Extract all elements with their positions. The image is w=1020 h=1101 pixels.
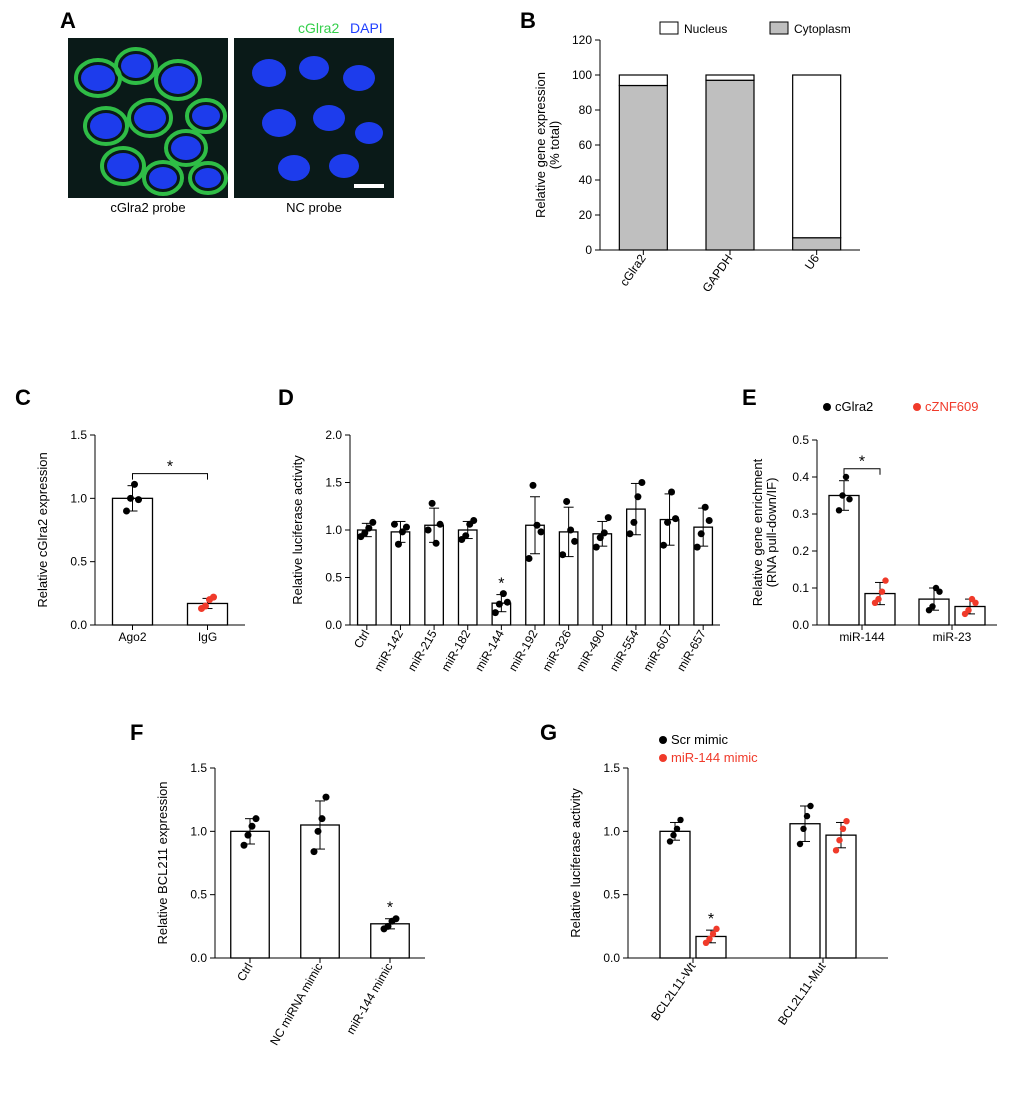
svg-text:0.0: 0.0 <box>603 951 620 965</box>
panel-c-chart: 0.0 0.5 1.0 1.5 Relative cGlra2 expression Ag… <box>25 395 275 695</box>
svg-text:*: * <box>708 911 714 928</box>
panel-e-chart: 0.00.10.20.30.40.5Relative gene enrichme… <box>752 395 1017 695</box>
svg-text:Relative gene expression: Relative gene expression <box>533 72 548 218</box>
svg-text:60: 60 <box>579 138 593 152</box>
svg-text:Relative BCL211 expression: Relative BCL211 expression <box>155 781 170 944</box>
svg-text:miR-326: miR-326 <box>539 627 574 674</box>
svg-text:120: 120 <box>572 33 592 47</box>
svg-text:*: * <box>859 454 865 471</box>
svg-text:Ago2: Ago2 <box>118 630 146 644</box>
figure-root: A B C D E F G cGlra2 DAPI <box>0 0 1020 1101</box>
svg-text:miR-142: miR-142 <box>371 627 406 674</box>
overlay-label-cglra2: cGlra2 <box>298 20 339 36</box>
svg-text:miR-144 mimic: miR-144 mimic <box>343 961 395 1037</box>
svg-text:1.5: 1.5 <box>70 428 87 442</box>
svg-text:cGlra2: cGlra2 <box>617 251 649 288</box>
svg-text:(RNA pull-down/IF): (RNA pull-down/IF) <box>764 478 779 588</box>
svg-text:BCL2L11-Wt: BCL2L11-Wt <box>648 959 699 1023</box>
svg-text:*: * <box>387 900 393 917</box>
svg-text:Relative luciferase activity: Relative luciferase activity <box>290 455 305 605</box>
svg-text:BCL2L11-Mut: BCL2L11-Mut <box>775 959 829 1027</box>
svg-text:NC miRNA mimic: NC miRNA mimic <box>267 961 325 1048</box>
svg-text:1.0: 1.0 <box>603 824 620 838</box>
svg-text:Nucleus: Nucleus <box>684 22 727 36</box>
svg-text:0.5: 0.5 <box>603 888 620 902</box>
svg-text:0.3: 0.3 <box>792 507 809 521</box>
panel-f-chart: 0.0 0.5 1.0 1.5 Relative BCL211 expression Ct… <box>140 728 470 1098</box>
microscopy-nc-probe <box>234 38 394 198</box>
svg-text:Ctrl: Ctrl <box>234 961 255 984</box>
svg-text:miR-215: miR-215 <box>405 627 440 674</box>
svg-text:0.5: 0.5 <box>70 555 87 569</box>
svg-text:miR-607: miR-607 <box>640 627 675 674</box>
panel-d-chart: 0.0 0.5 1.0 1.5 2.0 Relative luciferase activ… <box>290 395 740 725</box>
svg-text:0: 0 <box>585 243 592 257</box>
svg-text:0.0: 0.0 <box>70 618 87 632</box>
svg-text:1.0: 1.0 <box>70 491 87 505</box>
svg-text:1.5: 1.5 <box>325 476 342 490</box>
svg-text:cGlra2: cGlra2 <box>835 399 873 414</box>
svg-text:1.5: 1.5 <box>603 761 620 775</box>
svg-text:miR-144 mimic: miR-144 mimic <box>671 750 758 765</box>
svg-text:1.0: 1.0 <box>190 824 207 838</box>
svg-text:0.5: 0.5 <box>190 888 207 902</box>
svg-text:miR-182: miR-182 <box>439 627 474 674</box>
svg-text:(% total): (% total) <box>547 121 562 169</box>
svg-text:2.0: 2.0 <box>325 428 342 442</box>
svg-text:0.2: 0.2 <box>792 544 809 558</box>
svg-text:cZNF609: cZNF609 <box>925 399 978 414</box>
svg-text:0.0: 0.0 <box>190 951 207 965</box>
svg-text:20: 20 <box>579 208 593 222</box>
svg-text:1.0: 1.0 <box>325 523 342 537</box>
svg-text:miR-192: miR-192 <box>506 627 541 674</box>
svg-text:100: 100 <box>572 68 592 82</box>
svg-text:*: * <box>167 459 173 476</box>
svg-text:0.5: 0.5 <box>792 433 809 447</box>
svg-text:miR-490: miR-490 <box>573 627 608 674</box>
svg-text:1.5: 1.5 <box>190 761 207 775</box>
svg-text:0.0: 0.0 <box>325 618 342 632</box>
caption-cglra2-probe: cGlra2 probe <box>68 200 228 215</box>
svg-text:GAPDH: GAPDH <box>700 252 736 295</box>
caption-nc-probe: NC probe <box>234 200 394 215</box>
svg-text:*: * <box>498 576 504 593</box>
svg-text:Relative cGlra2 expression: Relative cGlra2 expression <box>35 452 50 607</box>
svg-text:Cytoplasm: Cytoplasm <box>794 22 851 36</box>
svg-text:0.0: 0.0 <box>792 618 809 632</box>
svg-text:miR-554: miR-554 <box>607 627 642 674</box>
svg-text:IgG: IgG <box>198 630 217 644</box>
svg-text:Scr mimic: Scr mimic <box>671 732 729 747</box>
svg-text:0.4: 0.4 <box>792 470 809 484</box>
svg-text:Relative luciferase activity: Relative luciferase activity <box>568 788 583 938</box>
svg-text:miR-144: miR-144 <box>839 630 885 644</box>
svg-text:miR-144: miR-144 <box>472 627 507 674</box>
svg-text:Ctrl: Ctrl <box>351 628 372 651</box>
svg-text:U6: U6 <box>802 251 822 272</box>
svg-text:80: 80 <box>579 103 593 117</box>
panel-label-a: A <box>60 8 76 34</box>
svg-text:40: 40 <box>579 173 593 187</box>
microscopy-cglra2-probe <box>68 38 228 198</box>
svg-text:0.1: 0.1 <box>792 581 809 595</box>
scale-bar <box>354 184 384 188</box>
overlay-label-dapi: DAPI <box>350 20 383 36</box>
panel-g-chart: 0.0 0.5 1.0 1.5 Relative luciferase activity… <box>553 728 953 1098</box>
svg-text:0.5: 0.5 <box>325 571 342 585</box>
svg-text:miR-657: miR-657 <box>674 627 709 674</box>
svg-text:miR-23: miR-23 <box>933 630 972 644</box>
panel-b-chart: 0 20 40 60 80 100 120 Relative gene expression(… <box>530 10 950 340</box>
